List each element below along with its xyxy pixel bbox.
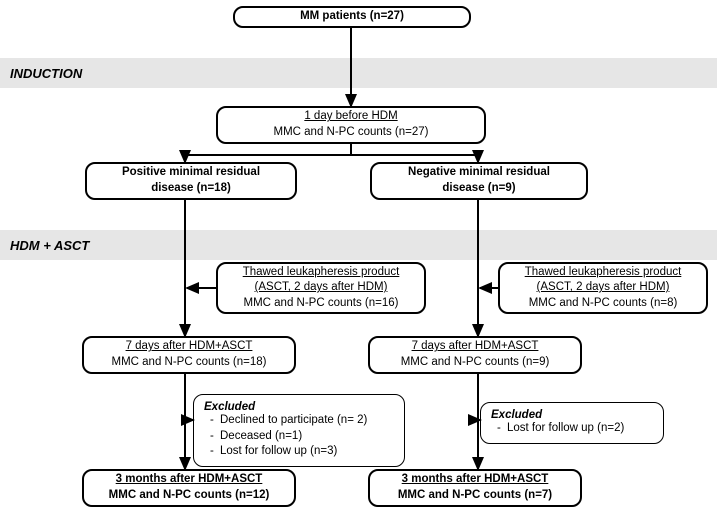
box-day7-left: 7 days after HDM+ASCT MMC and N-PC count… xyxy=(82,336,296,374)
box-day7-right: 7 days after HDM+ASCT MMC and N-PC count… xyxy=(368,336,582,374)
box-day-before-hdm: 1 day before HDM MMC and N-PC counts (n=… xyxy=(216,106,486,144)
excl-right-title: Excluded xyxy=(491,409,653,421)
day7-right-counts: MMC and N-PC counts (n=9) xyxy=(376,355,574,371)
pos-mrd-line2: disease (n=18) xyxy=(93,181,289,197)
box-thawed-left: Thawed leukapheresis product (ASCT, 2 da… xyxy=(216,262,426,314)
m3-left-title: 3 months after HDM+ASCT xyxy=(90,472,288,488)
m3-left-counts: MMC and N-PC counts (n=12) xyxy=(90,488,288,504)
thawed-right-title: Thawed leukapheresis product xyxy=(506,265,700,281)
pos-mrd-line1: Positive minimal residual xyxy=(93,165,289,181)
excl-left-item: Deceased (n=1) xyxy=(210,429,394,445)
thawed-left-title: Thawed leukapheresis product xyxy=(224,265,418,281)
excl-right-list: Lost for follow up (n=2) xyxy=(491,421,653,437)
start-line1: MM patients (n=27) xyxy=(241,9,463,25)
excl-right-item: Lost for follow up (n=2) xyxy=(497,421,653,437)
box-excluded-left: Excluded Declined to participate (n= 2) … xyxy=(193,394,405,467)
day7-left-counts: MMC and N-PC counts (n=18) xyxy=(90,355,288,371)
banner-hdm-asct-label: HDM + ASCT xyxy=(10,238,89,253)
box-m3-right: 3 months after HDM+ASCT MMC and N-PC cou… xyxy=(368,469,582,507)
excl-left-title: Excluded xyxy=(204,401,394,413)
day7-right-title: 7 days after HDM+ASCT xyxy=(376,339,574,355)
box-positive-mrd: Positive minimal residual disease (n=18) xyxy=(85,162,297,200)
thawed-right-sub: (ASCT, 2 days after HDM) xyxy=(506,280,700,296)
neg-mrd-line2: disease (n=9) xyxy=(378,181,580,197)
banner-induction: INDUCTION xyxy=(0,58,717,88)
excl-left-item: Declined to participate (n= 2) xyxy=(210,413,394,429)
day-before-title: 1 day before HDM xyxy=(224,109,478,125)
thawed-right-counts: MMC and N-PC counts (n=8) xyxy=(506,296,700,312)
m3-right-title: 3 months after HDM+ASCT xyxy=(376,472,574,488)
box-negative-mrd: Negative minimal residual disease (n=9) xyxy=(370,162,588,200)
thawed-left-sub: (ASCT, 2 days after HDM) xyxy=(224,280,418,296)
box-start: MM patients (n=27) xyxy=(233,6,471,28)
banner-hdm-asct: HDM + ASCT xyxy=(0,230,717,260)
box-excluded-right: Excluded Lost for follow up (n=2) xyxy=(480,402,664,444)
day7-left-title: 7 days after HDM+ASCT xyxy=(90,339,288,355)
thawed-left-counts: MMC and N-PC counts (n=16) xyxy=(224,296,418,312)
day-before-subtitle: MMC and N-PC counts (n=27) xyxy=(224,125,478,141)
neg-mrd-line1: Negative minimal residual xyxy=(378,165,580,181)
banner-induction-label: INDUCTION xyxy=(10,66,82,81)
box-m3-left: 3 months after HDM+ASCT MMC and N-PC cou… xyxy=(82,469,296,507)
excl-left-item: Lost for follow up (n=3) xyxy=(210,444,394,460)
excl-left-list: Declined to participate (n= 2) Deceased … xyxy=(204,413,394,460)
box-thawed-right: Thawed leukapheresis product (ASCT, 2 da… xyxy=(498,262,708,314)
m3-right-counts: MMC and N-PC counts (n=7) xyxy=(376,488,574,504)
